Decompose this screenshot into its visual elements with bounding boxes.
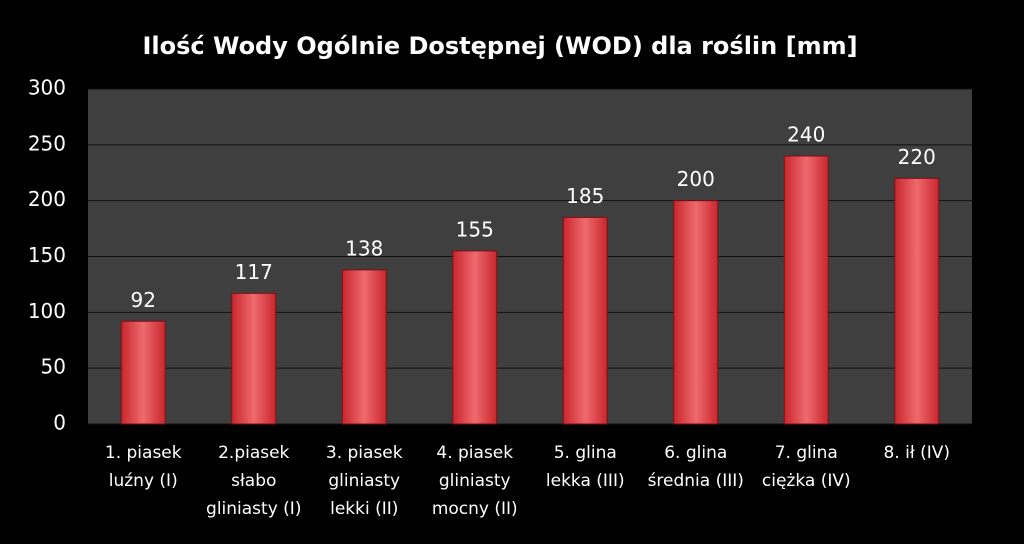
bar: [783, 155, 829, 425]
x-tick-label: 7. glina ciężka (IV): [762, 443, 851, 491]
data-label: 200: [677, 167, 715, 191]
data-label: 185: [566, 184, 604, 208]
data-label: 220: [898, 145, 936, 169]
y-tick-label: 200: [28, 187, 66, 211]
data-label: 117: [235, 260, 273, 284]
bar: [231, 292, 277, 425]
x-tick-label: 8. ił (IV): [884, 443, 951, 463]
x-tick-label: 2.piasek słabo gliniasty (I): [206, 443, 301, 519]
bar: [341, 269, 387, 425]
y-tick-label: 100: [28, 299, 66, 323]
data-label: 240: [787, 123, 825, 147]
x-tick-label: 1. piasek luźny (I): [105, 443, 182, 491]
bar: [894, 177, 940, 425]
chart-title: Ilość Wody Ogólnie Dostępnej (WOD) dla r…: [142, 32, 857, 60]
data-label: 138: [345, 236, 383, 260]
bar: [562, 216, 608, 425]
bar: [120, 320, 166, 425]
x-tick-label: 4. piasek gliniasty mocny (II): [432, 443, 518, 519]
y-tick-label: 250: [28, 131, 66, 155]
data-label: 155: [456, 217, 494, 241]
bar: [452, 250, 498, 425]
bar: [673, 200, 719, 425]
y-tick-label: 150: [28, 243, 66, 267]
y-tick-label: 0: [53, 411, 66, 435]
x-tick-label: 5. glina lekka (III): [546, 443, 625, 491]
y-tick-label: 300: [28, 76, 66, 100]
x-tick-label: 3. piasek gliniasty lekki (II): [326, 443, 403, 519]
x-tick-label: 6. glina średnia (III): [648, 443, 744, 491]
data-label: 92: [131, 288, 156, 312]
y-tick-label: 50: [41, 355, 66, 379]
